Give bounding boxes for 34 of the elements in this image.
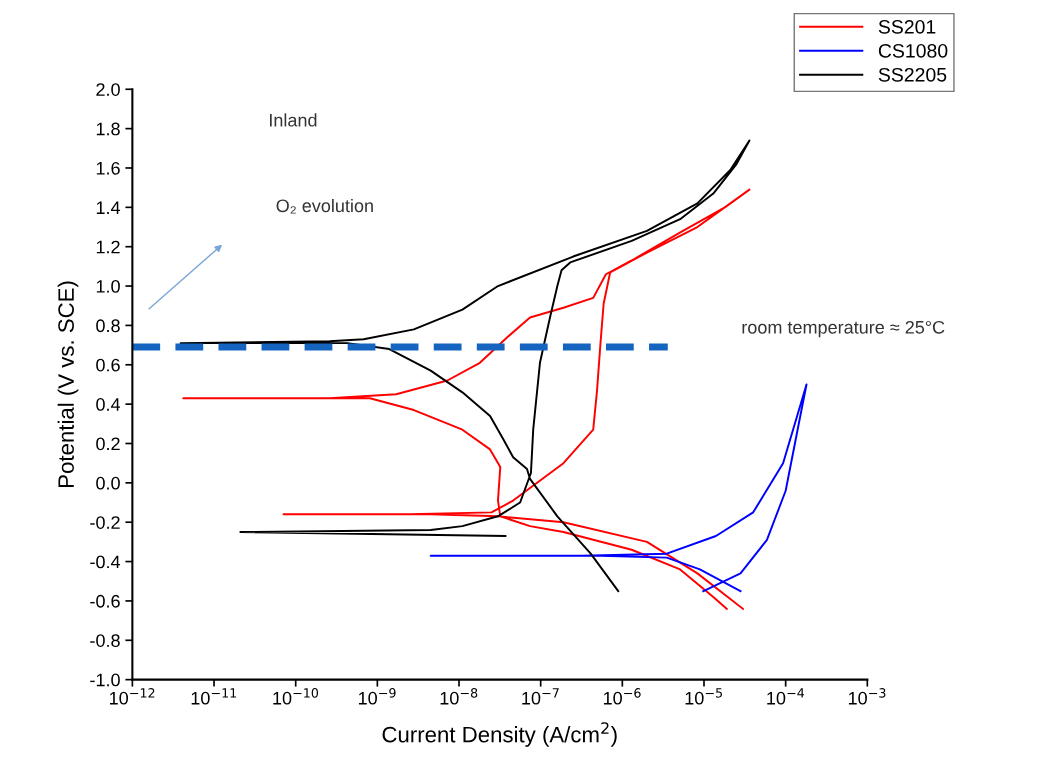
y-tick-label: 0.8 (96, 319, 120, 333)
y-tick-label: 2.0 (96, 83, 120, 96)
x-tick-label: 10$^{−3}$ (848, 688, 886, 705)
y-tick-label: 1.4 (96, 201, 121, 214)
y-tick-label: -0.2 (90, 516, 120, 529)
y-tick-label: 1.8 (96, 122, 120, 136)
y-tick-label: -0.6 (90, 594, 120, 608)
y-tick-label: -0.8 (90, 634, 120, 648)
x-tick-label: 10$^{−4}$ (767, 688, 805, 705)
y-tick-label: 0.0 (96, 476, 120, 490)
annotation: O₂ evolution (276, 198, 373, 214)
x-tick-label: 10$^{−8}$ (440, 688, 478, 705)
legend-label: SS201 (878, 19, 936, 34)
y-tick-label: 1.6 (96, 161, 120, 175)
x-tick-label: 10$^{−9}$ (358, 688, 396, 705)
x-tick-label: 10$^{−6}$ (603, 688, 641, 705)
y-tick-label: 0.2 (96, 437, 120, 451)
legend-label: CS1080 (878, 43, 948, 58)
y-axis-title: Potential (V vs. SCE) (57, 281, 79, 487)
x-tick-label: 10$^{−5}$ (685, 688, 723, 705)
x-tick-label: 10$^{−7}$ (522, 688, 559, 705)
x-tick-label: 10$^{−11}$ (191, 688, 237, 705)
x-tick-label: 10$^{−10}$ (273, 688, 319, 705)
y-tick-label: 1.0 (96, 279, 120, 293)
x-tick-label: 10$^{−12}$ (110, 688, 155, 705)
y-tick-label: -1.0 (90, 673, 120, 687)
annotation: room temperature ≈ 25°C (742, 320, 945, 338)
annotation: Inland (270, 113, 317, 127)
x-axis-title: Current Density (A/cm$^{2}$) (382, 722, 617, 747)
y-tick-label: 0.6 (96, 358, 120, 372)
y-tick-label: 1.2 (96, 240, 120, 254)
legend-label: SS2205 (878, 67, 947, 82)
y-tick-label: -0.4 (90, 555, 121, 569)
y-tick-label: 0.4 (96, 398, 121, 411)
